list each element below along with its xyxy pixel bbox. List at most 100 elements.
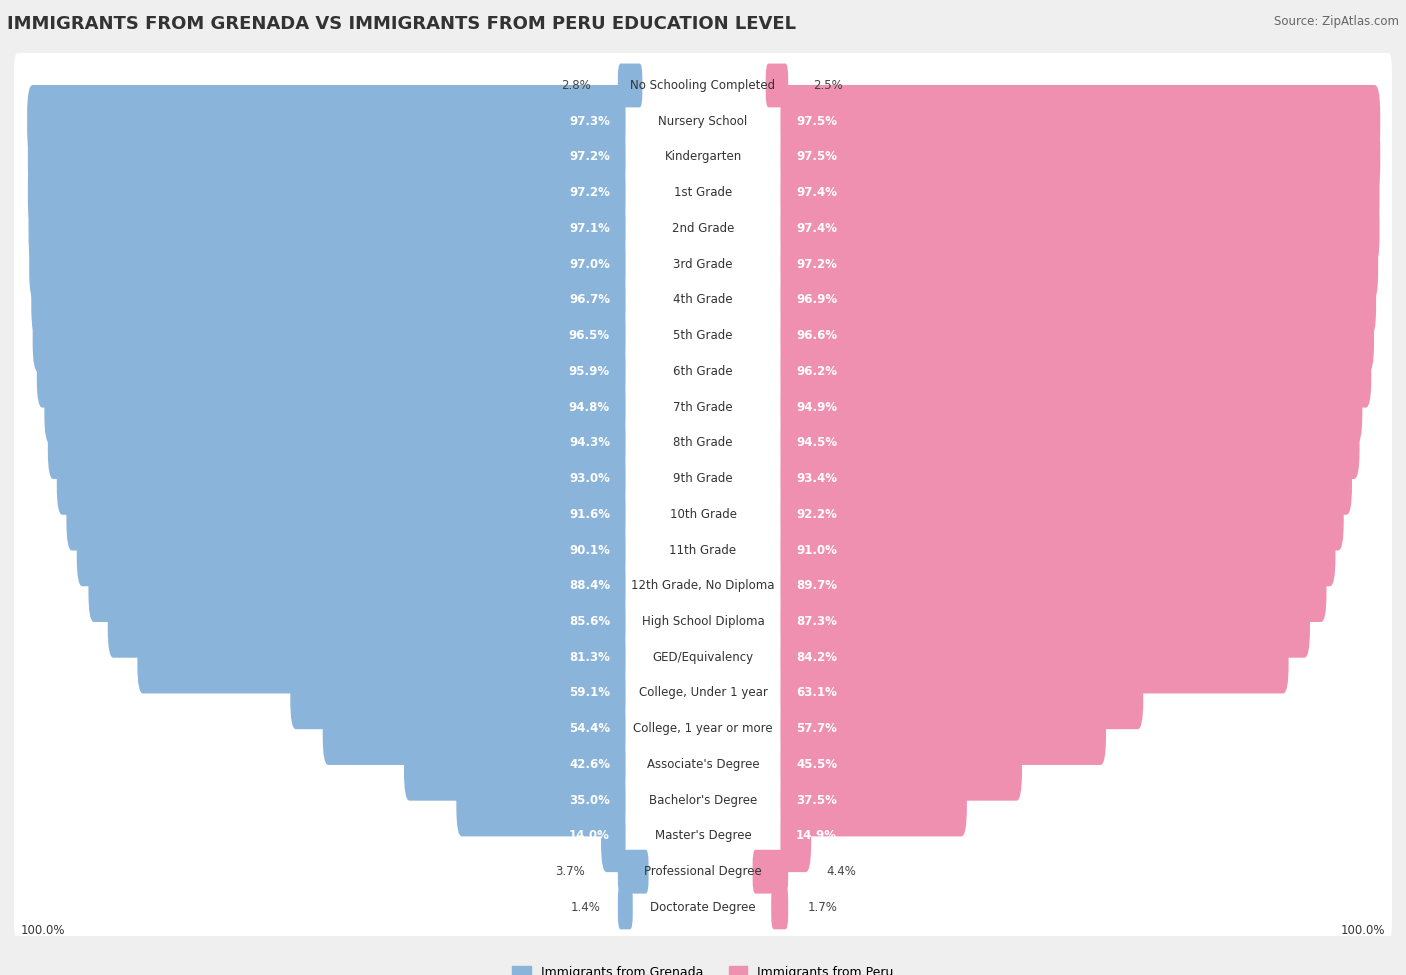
Text: 92.2%: 92.2% (796, 508, 837, 521)
FancyBboxPatch shape (14, 446, 1392, 511)
Text: 100.0%: 100.0% (21, 924, 66, 937)
FancyBboxPatch shape (66, 478, 626, 551)
FancyBboxPatch shape (14, 767, 1392, 833)
Text: 97.2%: 97.2% (569, 150, 610, 164)
FancyBboxPatch shape (14, 625, 1392, 689)
Text: High School Diploma: High School Diploma (641, 615, 765, 628)
FancyBboxPatch shape (14, 89, 1392, 154)
Text: 54.4%: 54.4% (569, 722, 610, 735)
FancyBboxPatch shape (780, 407, 1360, 479)
FancyBboxPatch shape (780, 514, 1336, 586)
Text: 97.1%: 97.1% (569, 222, 610, 235)
Text: 97.4%: 97.4% (796, 222, 837, 235)
Text: 81.3%: 81.3% (569, 650, 610, 664)
FancyBboxPatch shape (108, 585, 626, 658)
Text: 95.9%: 95.9% (569, 365, 610, 378)
FancyBboxPatch shape (28, 192, 626, 264)
FancyBboxPatch shape (32, 299, 626, 371)
Text: 91.0%: 91.0% (796, 543, 837, 557)
FancyBboxPatch shape (14, 875, 1392, 940)
Text: 94.5%: 94.5% (796, 437, 837, 449)
Text: 1.4%: 1.4% (571, 901, 600, 914)
FancyBboxPatch shape (780, 764, 967, 837)
FancyBboxPatch shape (14, 410, 1392, 476)
FancyBboxPatch shape (14, 553, 1392, 618)
FancyBboxPatch shape (14, 589, 1392, 654)
Text: 4th Grade: 4th Grade (673, 293, 733, 306)
Text: 85.6%: 85.6% (569, 615, 610, 628)
FancyBboxPatch shape (290, 657, 626, 729)
FancyBboxPatch shape (14, 267, 1392, 332)
Text: Master's Degree: Master's Degree (655, 830, 751, 842)
FancyBboxPatch shape (14, 303, 1392, 369)
Text: 57.7%: 57.7% (796, 722, 837, 735)
Text: 2.5%: 2.5% (813, 79, 844, 92)
Text: No Schooling Completed: No Schooling Completed (630, 79, 776, 92)
FancyBboxPatch shape (780, 228, 1378, 300)
Text: College, Under 1 year: College, Under 1 year (638, 686, 768, 699)
FancyBboxPatch shape (14, 125, 1392, 189)
Text: 11th Grade: 11th Grade (669, 543, 737, 557)
Text: 14.0%: 14.0% (569, 830, 610, 842)
Text: 91.6%: 91.6% (569, 508, 610, 521)
FancyBboxPatch shape (780, 585, 1310, 658)
Text: Nursery School: Nursery School (658, 115, 748, 128)
Text: 6th Grade: 6th Grade (673, 365, 733, 378)
Text: Source: ZipAtlas.com: Source: ZipAtlas.com (1274, 15, 1399, 27)
FancyBboxPatch shape (14, 339, 1392, 404)
Text: Kindergarten: Kindergarten (665, 150, 741, 164)
Text: 1st Grade: 1st Grade (673, 186, 733, 199)
Text: 97.4%: 97.4% (796, 186, 837, 199)
Text: 96.2%: 96.2% (796, 365, 837, 378)
FancyBboxPatch shape (14, 839, 1392, 904)
Text: 4.4%: 4.4% (827, 865, 856, 878)
FancyBboxPatch shape (780, 85, 1381, 157)
Text: College, 1 year or more: College, 1 year or more (633, 722, 773, 735)
FancyBboxPatch shape (14, 374, 1392, 440)
Text: 3.7%: 3.7% (555, 865, 585, 878)
Text: 1.7%: 1.7% (807, 901, 838, 914)
FancyBboxPatch shape (14, 196, 1392, 261)
Text: 94.9%: 94.9% (796, 401, 837, 413)
FancyBboxPatch shape (14, 803, 1392, 869)
Text: 7th Grade: 7th Grade (673, 401, 733, 413)
FancyBboxPatch shape (14, 482, 1392, 547)
Text: 100.0%: 100.0% (1340, 924, 1385, 937)
Text: 97.5%: 97.5% (796, 150, 837, 164)
FancyBboxPatch shape (31, 263, 626, 336)
Text: IMMIGRANTS FROM GRENADA VS IMMIGRANTS FROM PERU EDUCATION LEVEL: IMMIGRANTS FROM GRENADA VS IMMIGRANTS FR… (7, 15, 796, 32)
Text: 2.8%: 2.8% (561, 79, 591, 92)
Text: 12th Grade, No Diploma: 12th Grade, No Diploma (631, 579, 775, 592)
FancyBboxPatch shape (780, 370, 1362, 444)
Text: Bachelor's Degree: Bachelor's Degree (650, 794, 756, 806)
Text: 97.2%: 97.2% (569, 186, 610, 199)
Text: Professional Degree: Professional Degree (644, 865, 762, 878)
FancyBboxPatch shape (28, 121, 626, 193)
Text: 10th Grade: 10th Grade (669, 508, 737, 521)
FancyBboxPatch shape (14, 53, 1392, 118)
FancyBboxPatch shape (45, 370, 626, 444)
FancyBboxPatch shape (14, 160, 1392, 225)
Text: 90.1%: 90.1% (569, 543, 610, 557)
Text: Doctorate Degree: Doctorate Degree (650, 901, 756, 914)
FancyBboxPatch shape (37, 335, 626, 408)
FancyBboxPatch shape (404, 728, 626, 800)
Text: GED/Equivalency: GED/Equivalency (652, 650, 754, 664)
Legend: Immigrants from Grenada, Immigrants from Peru: Immigrants from Grenada, Immigrants from… (508, 960, 898, 975)
FancyBboxPatch shape (780, 692, 1107, 765)
FancyBboxPatch shape (780, 728, 1022, 800)
FancyBboxPatch shape (780, 478, 1344, 551)
Text: 5th Grade: 5th Grade (673, 330, 733, 342)
Text: 87.3%: 87.3% (796, 615, 837, 628)
Text: Associate's Degree: Associate's Degree (647, 758, 759, 771)
FancyBboxPatch shape (766, 63, 789, 107)
FancyBboxPatch shape (780, 121, 1381, 193)
FancyBboxPatch shape (48, 407, 626, 479)
FancyBboxPatch shape (780, 299, 1374, 371)
FancyBboxPatch shape (752, 850, 789, 893)
FancyBboxPatch shape (780, 800, 811, 873)
FancyBboxPatch shape (617, 850, 648, 893)
Text: 89.7%: 89.7% (796, 579, 837, 592)
Text: 9th Grade: 9th Grade (673, 472, 733, 486)
FancyBboxPatch shape (77, 514, 626, 586)
